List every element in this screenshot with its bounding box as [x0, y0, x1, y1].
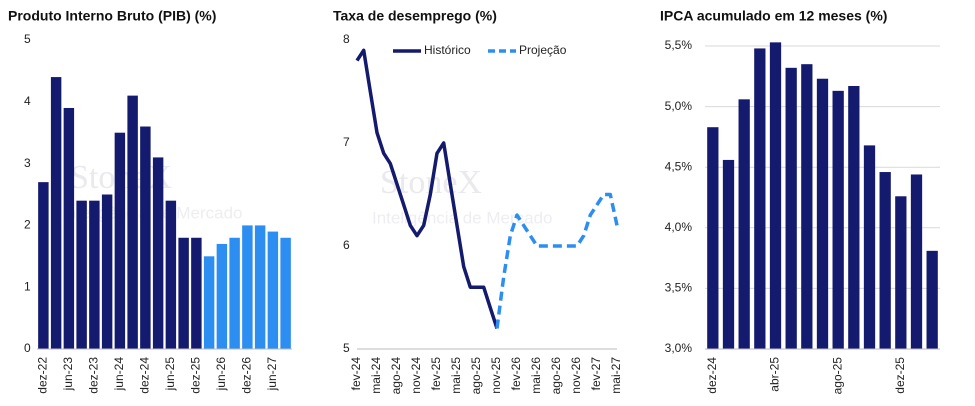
bar — [101, 194, 113, 349]
x-tick-label: dez-22 — [36, 357, 50, 394]
x-tick-label: mai-24 — [369, 357, 383, 394]
watermark: Inteligência de Mercado — [62, 203, 243, 222]
x-tick-label: nov-24 — [409, 357, 423, 394]
bar — [926, 250, 938, 349]
bar — [178, 237, 189, 349]
bar — [63, 107, 75, 349]
x-tick-label: jun-23 — [61, 357, 75, 392]
x-tick-label: ago-25 — [469, 357, 483, 395]
x-tick-label: ago-25 — [830, 357, 844, 395]
bar — [152, 157, 164, 349]
x-tick-label: jun-25 — [163, 357, 177, 392]
x-tick-label: dez-25 — [893, 357, 907, 394]
bar — [895, 196, 907, 349]
bar — [280, 237, 291, 349]
x-tick-label: fev-27 — [589, 357, 603, 391]
bar — [267, 231, 279, 349]
y-tick-label: 5,5% — [665, 38, 693, 52]
y-tick-label: 0 — [24, 341, 31, 355]
bar — [114, 132, 126, 349]
x-tick-label: mai-26 — [529, 357, 543, 394]
bar — [801, 64, 813, 350]
x-tick-label: ago-24 — [389, 357, 403, 395]
bar — [165, 200, 177, 349]
legend-label: Histórico — [424, 43, 471, 57]
bar — [191, 237, 202, 349]
bar — [754, 48, 766, 349]
y-tick-label: 5 — [24, 32, 31, 46]
legend-label: Projeção — [519, 43, 567, 57]
x-tick-label: jun-24 — [112, 357, 126, 392]
y-tick-label: 5 — [343, 341, 350, 355]
bar — [722, 159, 735, 349]
y-tick-label: 7 — [343, 135, 350, 149]
y-tick-label: 3,0% — [665, 341, 693, 355]
bar — [203, 256, 215, 349]
bar — [785, 67, 797, 349]
x-tick-label: dez-24 — [705, 357, 719, 394]
chart-title: Produto Interno Bruto (PIB) (%) — [8, 8, 216, 24]
x-tick-label: nov-26 — [569, 357, 583, 394]
bar — [38, 182, 49, 349]
line-series — [355, 48, 499, 329]
bar — [50, 77, 62, 349]
y-tick-label: 2 — [24, 218, 31, 232]
y-tick-label: 8 — [343, 32, 350, 46]
bar — [140, 126, 151, 350]
x-tick-label: ago-26 — [549, 357, 563, 395]
bar — [76, 200, 87, 349]
bar — [127, 95, 138, 350]
x-tick-label: jun-27 — [265, 357, 279, 392]
bar — [848, 85, 860, 349]
bar — [832, 90, 844, 350]
chart-title: Taxa de desemprego (%) — [333, 8, 497, 24]
bar — [879, 172, 891, 349]
line-series — [495, 192, 619, 329]
y-tick-label: 1 — [24, 279, 31, 293]
chart-title: IPCA acumulado em 12 meses (%) — [660, 8, 887, 24]
x-tick-label: dez-23 — [87, 357, 101, 394]
bar — [89, 200, 100, 349]
x-tick-label: dez-26 — [240, 357, 254, 394]
x-tick-label: dez-25 — [189, 357, 203, 394]
bar — [242, 225, 253, 349]
bar — [863, 145, 876, 349]
y-tick-label: 3 — [24, 156, 31, 170]
bar — [769, 42, 782, 349]
x-tick-label: mai-25 — [449, 357, 463, 394]
x-tick-label: abr-25 — [768, 357, 782, 392]
x-tick-label: jun-26 — [214, 357, 228, 392]
bar — [254, 225, 266, 349]
bar — [738, 99, 750, 349]
bar — [216, 243, 228, 349]
bar — [910, 174, 923, 349]
y-tick-label: 5,0% — [665, 99, 693, 113]
x-tick-label: dez-24 — [138, 357, 152, 394]
bar — [816, 78, 829, 349]
x-tick-label: nov-25 — [489, 357, 503, 394]
y-tick-label: 4,5% — [665, 159, 693, 173]
bar — [229, 237, 240, 349]
bar — [707, 127, 719, 349]
x-tick-label: fev-24 — [349, 357, 363, 391]
y-tick-label: 3,5% — [665, 281, 693, 295]
x-tick-label: mai-27 — [609, 357, 623, 394]
y-tick-label: 4,0% — [665, 220, 693, 234]
x-tick-label: fev-26 — [509, 357, 523, 391]
y-tick-label: 4 — [24, 94, 31, 108]
x-tick-label: fev-25 — [429, 357, 443, 391]
y-tick-label: 6 — [343, 238, 350, 252]
watermark: Inteligência de Mercado — [372, 208, 553, 227]
